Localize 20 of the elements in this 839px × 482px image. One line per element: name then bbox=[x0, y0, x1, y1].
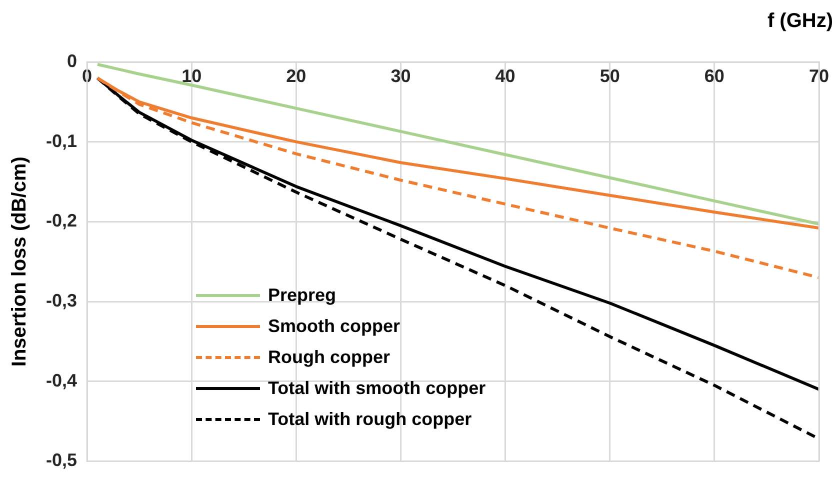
legend-label: Total with rough copper bbox=[268, 409, 472, 430]
legend-label: Prepreg bbox=[268, 285, 336, 306]
y-tick-label: -0,1 bbox=[46, 130, 78, 151]
y-tick-label: 0 bbox=[67, 50, 78, 71]
x-tick-label: 20 bbox=[286, 66, 306, 86]
legend-label: Rough copper bbox=[268, 347, 390, 368]
x-tick-label: 60 bbox=[704, 66, 724, 86]
x-tick-label: 10 bbox=[182, 66, 202, 86]
x-tick-label: 40 bbox=[495, 66, 516, 86]
y-tick-label: -0,5 bbox=[46, 450, 78, 470]
x-axis-title: f (GHz) bbox=[767, 10, 833, 33]
x-tick-label: 50 bbox=[600, 66, 620, 86]
x-tick-label: 70 bbox=[808, 66, 830, 86]
y-tick-label: -0,4 bbox=[46, 370, 78, 390]
legend-label: Total with smooth copper bbox=[268, 378, 486, 399]
x-tick-label: 30 bbox=[390, 66, 411, 86]
y-tick-label: -0,3 bbox=[46, 290, 78, 310]
y-axis-title: Insertion loss (dB/cm) bbox=[8, 156, 31, 367]
legend-label: Smooth copper bbox=[268, 316, 400, 337]
y-tick-label: -0,2 bbox=[46, 210, 78, 231]
